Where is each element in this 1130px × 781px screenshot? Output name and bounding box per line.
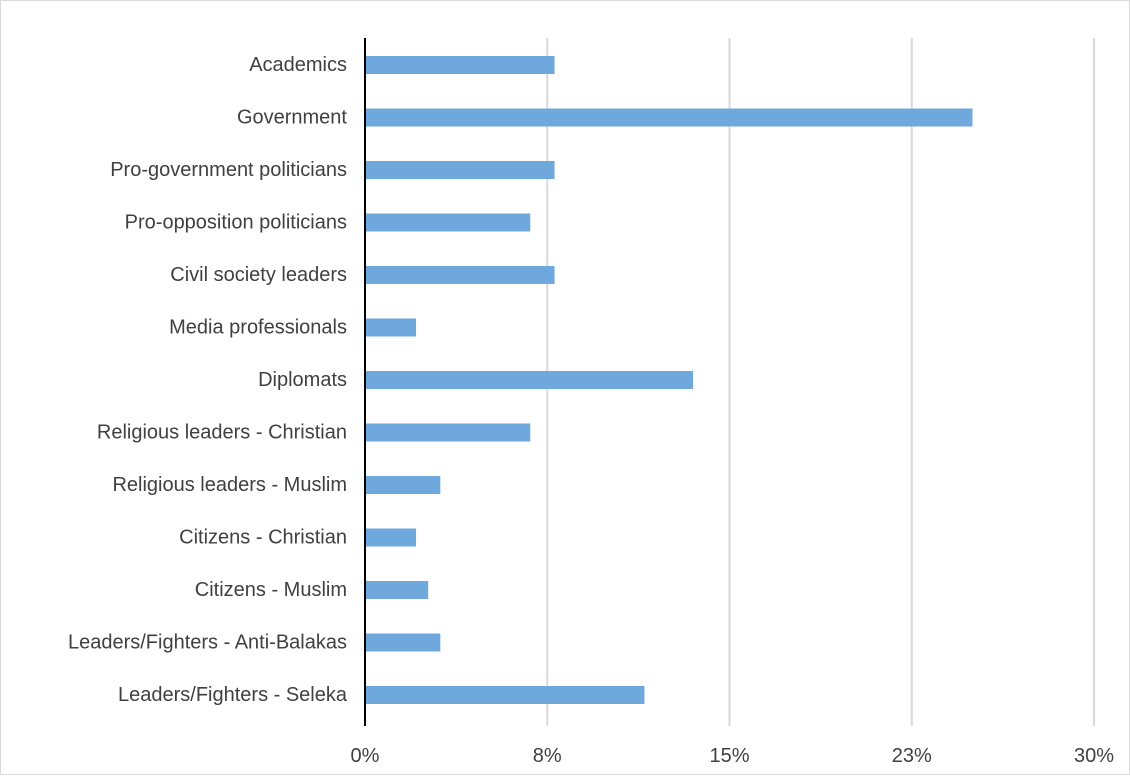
x-tick-label: 30% <box>1074 745 1114 767</box>
bar <box>366 528 417 547</box>
category-label: Civil society leaders <box>170 264 347 286</box>
x-tick-label: 15% <box>709 745 749 767</box>
category-label: Religious leaders - Muslim <box>112 474 347 496</box>
category-label: Pro-government politicians <box>110 159 347 181</box>
bar <box>366 686 645 704</box>
bar <box>366 476 441 494</box>
category-label: Citizens - Muslim <box>195 579 347 601</box>
x-tick-label: 23% <box>892 745 932 767</box>
bar <box>366 423 531 442</box>
x-tick-label: 8% <box>533 745 562 767</box>
x-tick-labels: 0% 8% 15% 23% 30% <box>351 745 1115 767</box>
bars <box>366 56 973 704</box>
category-label: Religious leaders - Christian <box>97 422 347 444</box>
category-label: Academics <box>249 54 347 76</box>
category-label: Pro-opposition politicians <box>125 212 347 234</box>
category-label: Leaders/Fighters - Seleka <box>118 684 348 706</box>
category-label: Leaders/Fighters - Anti-Balakas <box>68 632 347 654</box>
bar <box>366 633 441 652</box>
x-tick-label: 0% <box>351 745 380 767</box>
bar <box>366 371 694 389</box>
category-labels: Academics Government Pro-government politi… <box>68 54 348 706</box>
bar <box>366 266 555 284</box>
category-label: Government <box>237 107 347 129</box>
category-label: Media professionals <box>169 317 347 339</box>
bar <box>366 56 555 74</box>
bar <box>366 213 531 232</box>
bar <box>366 161 555 179</box>
bar <box>366 318 417 337</box>
bar <box>366 108 973 127</box>
bar <box>366 581 429 599</box>
category-label: Citizens - Christian <box>179 527 347 549</box>
category-label: Diplomats <box>258 369 347 391</box>
